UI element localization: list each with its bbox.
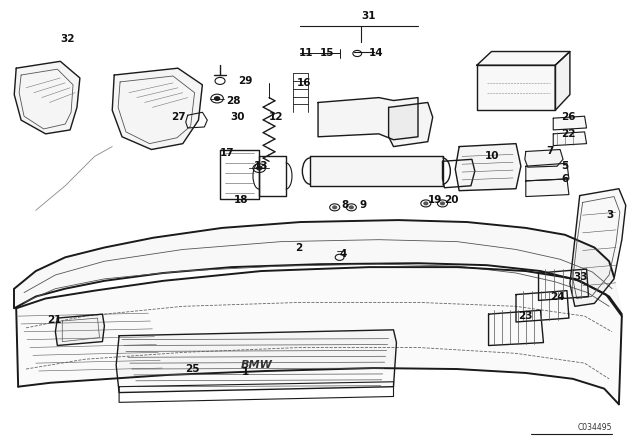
Circle shape [214, 97, 220, 100]
Text: 15: 15 [320, 48, 335, 59]
Text: 27: 27 [171, 112, 186, 122]
Text: 32: 32 [60, 34, 75, 44]
Text: 25: 25 [185, 364, 199, 374]
Text: 12: 12 [269, 112, 284, 122]
Text: 16: 16 [296, 78, 311, 88]
Text: BMW: BMW [241, 360, 272, 370]
Text: 33: 33 [573, 272, 588, 282]
Polygon shape [477, 65, 556, 110]
Text: 26: 26 [561, 112, 575, 122]
Text: 9: 9 [359, 200, 366, 211]
Polygon shape [318, 98, 418, 140]
Text: 10: 10 [484, 151, 499, 161]
Text: 8: 8 [342, 200, 349, 211]
Text: 14: 14 [369, 48, 383, 59]
Text: 21: 21 [47, 315, 62, 325]
Polygon shape [477, 52, 570, 65]
Text: 17: 17 [220, 148, 235, 159]
Text: 1: 1 [242, 367, 249, 377]
Text: 19: 19 [428, 195, 442, 206]
Circle shape [257, 166, 262, 170]
Text: 23: 23 [518, 311, 532, 321]
Circle shape [333, 206, 337, 209]
Text: 31: 31 [361, 11, 376, 21]
Text: 11: 11 [298, 48, 313, 59]
Text: 2: 2 [296, 242, 303, 253]
Text: 24: 24 [550, 292, 565, 302]
Polygon shape [570, 189, 626, 306]
Text: 29: 29 [237, 76, 252, 86]
Polygon shape [455, 144, 521, 191]
Text: 18: 18 [234, 195, 248, 206]
Text: 13: 13 [253, 161, 268, 171]
Text: 20: 20 [444, 195, 459, 206]
Polygon shape [112, 68, 202, 150]
Circle shape [349, 206, 353, 209]
Polygon shape [553, 116, 587, 130]
Polygon shape [526, 163, 569, 181]
Text: 4: 4 [340, 250, 347, 259]
Text: 3: 3 [606, 210, 613, 220]
Polygon shape [14, 220, 622, 314]
Polygon shape [556, 52, 570, 110]
Polygon shape [526, 179, 569, 197]
Polygon shape [14, 61, 80, 134]
Text: 28: 28 [226, 95, 241, 106]
Circle shape [440, 202, 444, 205]
Polygon shape [388, 103, 433, 146]
Text: 5: 5 [561, 161, 568, 171]
Text: 7: 7 [547, 146, 554, 156]
Circle shape [424, 202, 428, 205]
Text: C034495: C034495 [577, 423, 612, 432]
Polygon shape [310, 156, 442, 186]
Text: 22: 22 [561, 129, 575, 139]
Text: 6: 6 [561, 174, 568, 184]
Polygon shape [56, 314, 104, 345]
Polygon shape [525, 150, 563, 167]
Polygon shape [553, 132, 587, 146]
Text: 30: 30 [230, 112, 244, 122]
